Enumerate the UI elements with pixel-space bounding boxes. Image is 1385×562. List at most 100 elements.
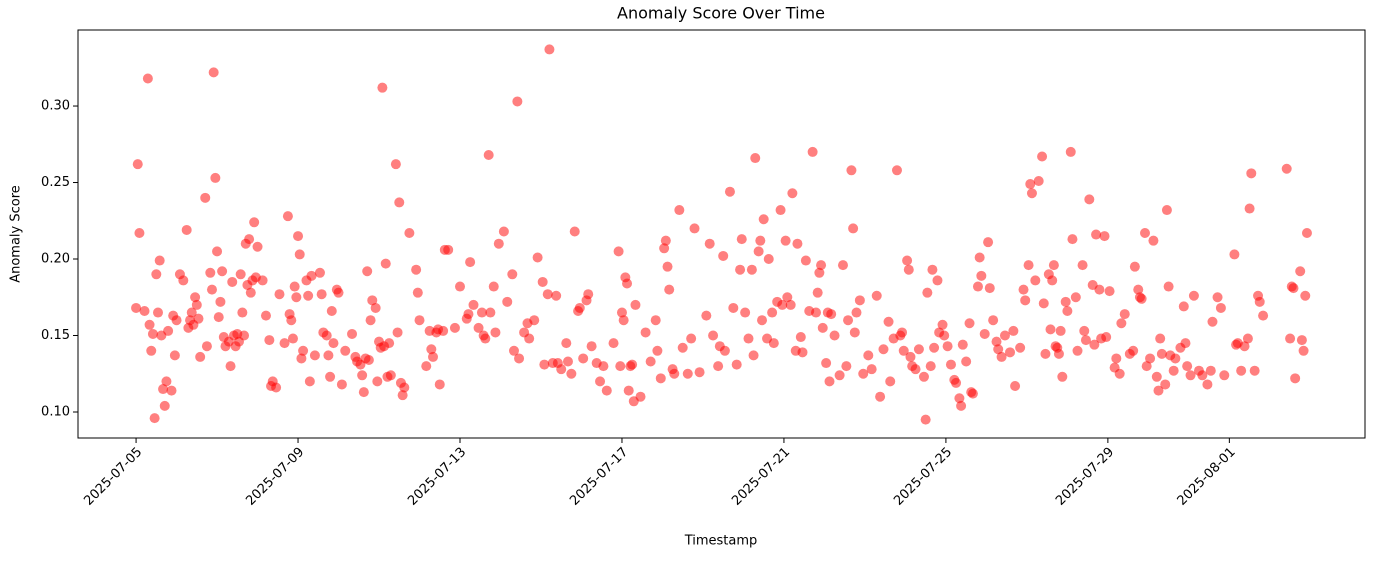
scatter-point bbox=[913, 344, 924, 355]
scatter-point bbox=[918, 371, 929, 382]
scatter-point bbox=[569, 226, 580, 237]
scatter-point bbox=[755, 235, 766, 246]
scatter-point bbox=[601, 385, 612, 396]
scatter-point bbox=[237, 307, 248, 318]
scatter-point bbox=[932, 275, 943, 286]
scatter-point bbox=[1005, 347, 1016, 358]
scatter-point bbox=[147, 328, 158, 339]
scatter-point bbox=[1060, 296, 1071, 307]
scatter-point bbox=[750, 153, 761, 164]
scatter-point bbox=[169, 350, 180, 361]
scatter-point bbox=[956, 400, 967, 411]
scatter-point bbox=[384, 338, 395, 349]
scatter-point bbox=[252, 241, 263, 252]
scatter-point bbox=[235, 269, 246, 280]
scatter-point bbox=[551, 290, 562, 301]
scatter-point bbox=[817, 322, 828, 333]
scatter-point bbox=[1178, 301, 1189, 312]
scatter-point bbox=[780, 235, 791, 246]
scatter-point bbox=[340, 345, 351, 356]
scatter-point bbox=[490, 327, 501, 338]
scatter-point bbox=[1301, 228, 1312, 239]
scatter-point bbox=[618, 315, 629, 326]
scatter-point bbox=[154, 255, 165, 266]
scatter-point bbox=[428, 351, 439, 362]
scatter-point bbox=[289, 281, 300, 292]
scatter-point bbox=[846, 165, 857, 176]
scatter-point bbox=[848, 223, 859, 234]
scatter-point bbox=[426, 344, 437, 355]
scatter-point bbox=[159, 400, 170, 411]
scatter-point bbox=[967, 388, 978, 399]
scatter-point bbox=[178, 275, 189, 286]
scatter-point bbox=[1015, 342, 1026, 353]
scatter-point bbox=[390, 159, 401, 170]
scatter-point bbox=[826, 309, 837, 320]
scatter-point bbox=[807, 146, 818, 157]
scatter-point bbox=[718, 250, 729, 261]
scatter-point bbox=[623, 385, 634, 396]
scatter-point bbox=[812, 287, 823, 298]
scatter-point bbox=[1128, 345, 1139, 356]
scatter-point bbox=[574, 302, 585, 313]
scatter-point bbox=[662, 261, 673, 272]
scatter-point bbox=[1038, 298, 1049, 309]
scatter-point bbox=[1170, 353, 1181, 364]
scatter-point bbox=[171, 315, 182, 326]
scatter-point bbox=[294, 249, 305, 260]
scatter-point bbox=[149, 413, 160, 424]
scatter-point bbox=[144, 319, 155, 330]
scatter-point bbox=[713, 361, 724, 372]
scatter-point bbox=[1114, 368, 1125, 379]
scatter-point bbox=[566, 368, 577, 379]
scatter-point bbox=[191, 299, 202, 310]
scatter-point bbox=[304, 376, 315, 387]
y-tick-label: 0.30 bbox=[41, 99, 70, 114]
scatter-point bbox=[287, 333, 298, 344]
scatter-point bbox=[650, 315, 661, 326]
scatter-point bbox=[544, 44, 555, 55]
scatter-point bbox=[616, 307, 627, 318]
scatter-point bbox=[834, 370, 845, 381]
x-tick-label: 2025-07-17 bbox=[567, 445, 631, 509]
scatter-point bbox=[961, 356, 972, 367]
scatter-point bbox=[151, 269, 162, 280]
scatter-point bbox=[964, 318, 975, 329]
scatter-point bbox=[142, 73, 153, 84]
scatter-point bbox=[249, 217, 260, 228]
scatter-point bbox=[1077, 260, 1088, 271]
scatter-point bbox=[367, 295, 378, 306]
scatter-point bbox=[392, 327, 403, 338]
scatter-point bbox=[883, 316, 894, 327]
scatter-point bbox=[438, 325, 449, 336]
x-tick-label: 2025-07-21 bbox=[729, 445, 793, 509]
scatter-point bbox=[863, 350, 874, 361]
scatter-point bbox=[731, 359, 742, 370]
scatter-point bbox=[473, 322, 484, 333]
scatter-point bbox=[1296, 335, 1307, 346]
scatter-point bbox=[1215, 302, 1226, 313]
scatter-point bbox=[1045, 324, 1056, 335]
scatter-point bbox=[1053, 348, 1064, 359]
scatter-point bbox=[903, 264, 914, 275]
scatter-point bbox=[1008, 325, 1019, 336]
y-axis-label: Anomaly Score bbox=[9, 185, 24, 283]
scatter-point bbox=[777, 299, 788, 310]
scatter-point bbox=[1104, 286, 1115, 297]
scatter-point bbox=[476, 307, 487, 318]
scatter-point bbox=[215, 296, 226, 307]
scatter-point bbox=[404, 228, 415, 239]
scatter-point bbox=[622, 278, 633, 289]
scatter-point bbox=[1119, 309, 1130, 320]
scatter-point bbox=[674, 205, 685, 216]
scatter-point bbox=[325, 371, 336, 382]
scatter-point bbox=[1129, 261, 1140, 272]
scatter-point bbox=[468, 299, 479, 310]
scatter-point bbox=[689, 223, 700, 234]
scatter-point bbox=[583, 289, 594, 300]
scatter-point bbox=[291, 292, 302, 303]
scatter-point bbox=[421, 361, 432, 372]
scatter-point bbox=[1290, 373, 1301, 384]
scatter-point bbox=[1111, 353, 1122, 364]
